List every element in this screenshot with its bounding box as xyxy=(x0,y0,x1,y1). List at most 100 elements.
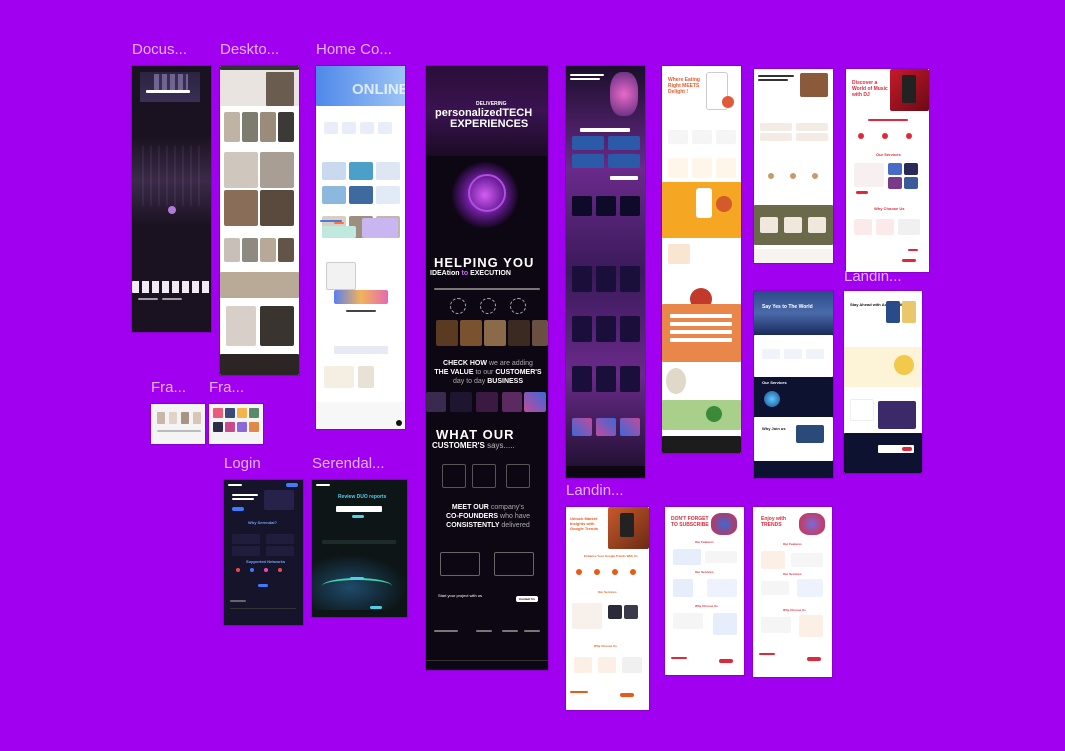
home-frame[interactable]: ONLINE xyxy=(316,66,405,429)
unleash-search[interactable] xyxy=(580,128,630,132)
home-category[interactable] xyxy=(342,122,356,134)
unleash-item[interactable] xyxy=(620,418,640,436)
frame-label-docus[interactable]: Docus... xyxy=(132,41,188,58)
subscribe-frame[interactable]: DON'T FORGET TO SUBSCRIBE Our Features O… xyxy=(665,507,744,675)
hotel-frame[interactable] xyxy=(754,69,833,263)
food-plan[interactable] xyxy=(668,158,688,178)
frame-label-landing-bottom[interactable]: Landin... xyxy=(566,482,624,499)
food-input[interactable] xyxy=(670,338,732,342)
serendal-cta-button[interactable] xyxy=(350,577,364,580)
hotel-room-card[interactable] xyxy=(760,217,778,233)
market-frame[interactable]: Unlock Market Insights with Google Trend… xyxy=(566,507,649,710)
frame-label-login[interactable]: Login xyxy=(224,455,261,472)
unleash-item[interactable] xyxy=(596,366,616,392)
unleash-item[interactable] xyxy=(572,366,592,392)
desktop-product[interactable] xyxy=(242,238,258,262)
music-frame[interactable]: Discover a World of Music with DJ Our Se… xyxy=(846,69,929,272)
accu-frame[interactable]: Stay Ahead with AccuWeather xyxy=(844,291,922,473)
serendal-search-button[interactable] xyxy=(352,515,364,518)
home-course-card[interactable] xyxy=(349,186,373,204)
serendal-frame[interactable]: Review DUO reports xyxy=(312,480,407,617)
market-service-tile[interactable] xyxy=(624,605,638,619)
serendal-filter-bar[interactable] xyxy=(322,540,396,544)
unleash-card[interactable] xyxy=(608,154,640,168)
unleash-item[interactable] xyxy=(596,266,616,292)
frame-label-home[interactable]: Home Co... xyxy=(316,41,392,58)
unleash-item[interactable] xyxy=(620,366,640,392)
unleash-item[interactable] xyxy=(596,418,616,436)
desktop-product[interactable] xyxy=(224,238,240,262)
music-service-tile[interactable] xyxy=(888,163,902,175)
market-service-tile[interactable] xyxy=(608,605,622,619)
desktop-product[interactable] xyxy=(242,112,258,142)
hotel-room-card[interactable] xyxy=(784,217,802,233)
unleash-item[interactable] xyxy=(572,266,592,292)
food-recipe[interactable] xyxy=(668,244,690,264)
desktop-product[interactable] xyxy=(224,112,240,142)
home-course-card[interactable] xyxy=(322,186,346,204)
subscribe-footer-button[interactable] xyxy=(719,659,733,663)
market-subscribe-button[interactable] xyxy=(620,693,634,697)
unleash-item[interactable] xyxy=(620,196,640,216)
weather-frame[interactable]: Say Yes to The World Our Services Why Jo… xyxy=(754,291,833,478)
unleash-item[interactable] xyxy=(572,316,592,342)
desktop-product[interactable] xyxy=(278,112,294,142)
unleash-item[interactable] xyxy=(620,266,640,292)
home-chat-icon[interactable] xyxy=(396,420,402,426)
frame-label-desktop[interactable]: Deskto... xyxy=(220,41,280,58)
desktop-product[interactable] xyxy=(260,112,276,142)
music-service-tile[interactable] xyxy=(904,177,918,189)
music-cta-button[interactable] xyxy=(856,191,868,194)
home-category[interactable] xyxy=(324,122,338,134)
frame-label-landing-right[interactable]: Landin... xyxy=(844,268,902,285)
login-submit-button[interactable] xyxy=(258,584,268,587)
login-cta-button[interactable] xyxy=(232,507,244,511)
accu-subscribe-button[interactable] xyxy=(902,447,912,451)
home-input-bar[interactable] xyxy=(334,346,388,354)
desktop-product[interactable] xyxy=(260,238,276,262)
unleash-item[interactable] xyxy=(572,418,592,436)
unleash-item[interactable] xyxy=(620,316,640,342)
home-course-card[interactable] xyxy=(376,186,400,204)
tech-contact-button[interactable]: Contact Us xyxy=(516,596,538,602)
frame-label-serendal[interactable]: Serendal... xyxy=(312,455,385,472)
food-input[interactable] xyxy=(670,322,732,326)
fra-frame-1[interactable] xyxy=(151,404,205,444)
trends-frame[interactable]: Enjoy with TRENDS Our Features Our Servi… xyxy=(753,507,832,677)
food-plan[interactable] xyxy=(692,158,712,178)
unleash-card[interactable] xyxy=(572,154,604,168)
fra-frame-2[interactable] xyxy=(209,404,263,444)
serendal-footer-button[interactable] xyxy=(370,606,382,609)
home-course-card[interactable] xyxy=(376,162,400,180)
hotel-room-card[interactable] xyxy=(808,217,826,233)
home-category[interactable] xyxy=(360,122,374,134)
docus-frame[interactable] xyxy=(132,66,211,332)
food-input[interactable] xyxy=(670,314,732,318)
music-subscribe-button[interactable] xyxy=(902,259,916,262)
login-top-button[interactable] xyxy=(286,483,298,487)
food-input[interactable] xyxy=(670,330,732,334)
unleash-item[interactable] xyxy=(572,196,592,216)
frame-label-fra-1[interactable]: Fra... xyxy=(151,379,187,396)
tech-frame[interactable]: DELIVERING personalizedTECH EXPERIENCES … xyxy=(426,66,548,670)
unleash-card[interactable] xyxy=(572,136,604,150)
unleash-card[interactable] xyxy=(608,136,640,150)
food-frame[interactable]: Where Eating Right MEETS Delight ! xyxy=(662,66,741,453)
home-blog-card[interactable] xyxy=(324,366,354,388)
unleash-frame[interactable] xyxy=(566,66,645,478)
home-blog-card[interactable] xyxy=(358,366,374,388)
desktop-product[interactable] xyxy=(278,238,294,262)
music-service-tile[interactable] xyxy=(904,163,918,175)
login-frame[interactable]: Why Serendal? Supported Networks xyxy=(224,480,303,625)
serendal-search-input[interactable] xyxy=(336,506,382,512)
unleash-item[interactable] xyxy=(596,196,616,216)
desktop-frame[interactable] xyxy=(220,66,299,375)
accu-newsletter-input[interactable] xyxy=(878,445,914,453)
home-course-card[interactable] xyxy=(349,162,373,180)
home-category[interactable] xyxy=(378,122,392,134)
music-service-tile[interactable] xyxy=(888,177,902,189)
unleash-item[interactable] xyxy=(596,316,616,342)
frame-label-fra-2[interactable]: Fra... xyxy=(209,379,245,396)
trends-footer-button[interactable] xyxy=(807,657,821,661)
food-plan[interactable] xyxy=(716,158,736,178)
